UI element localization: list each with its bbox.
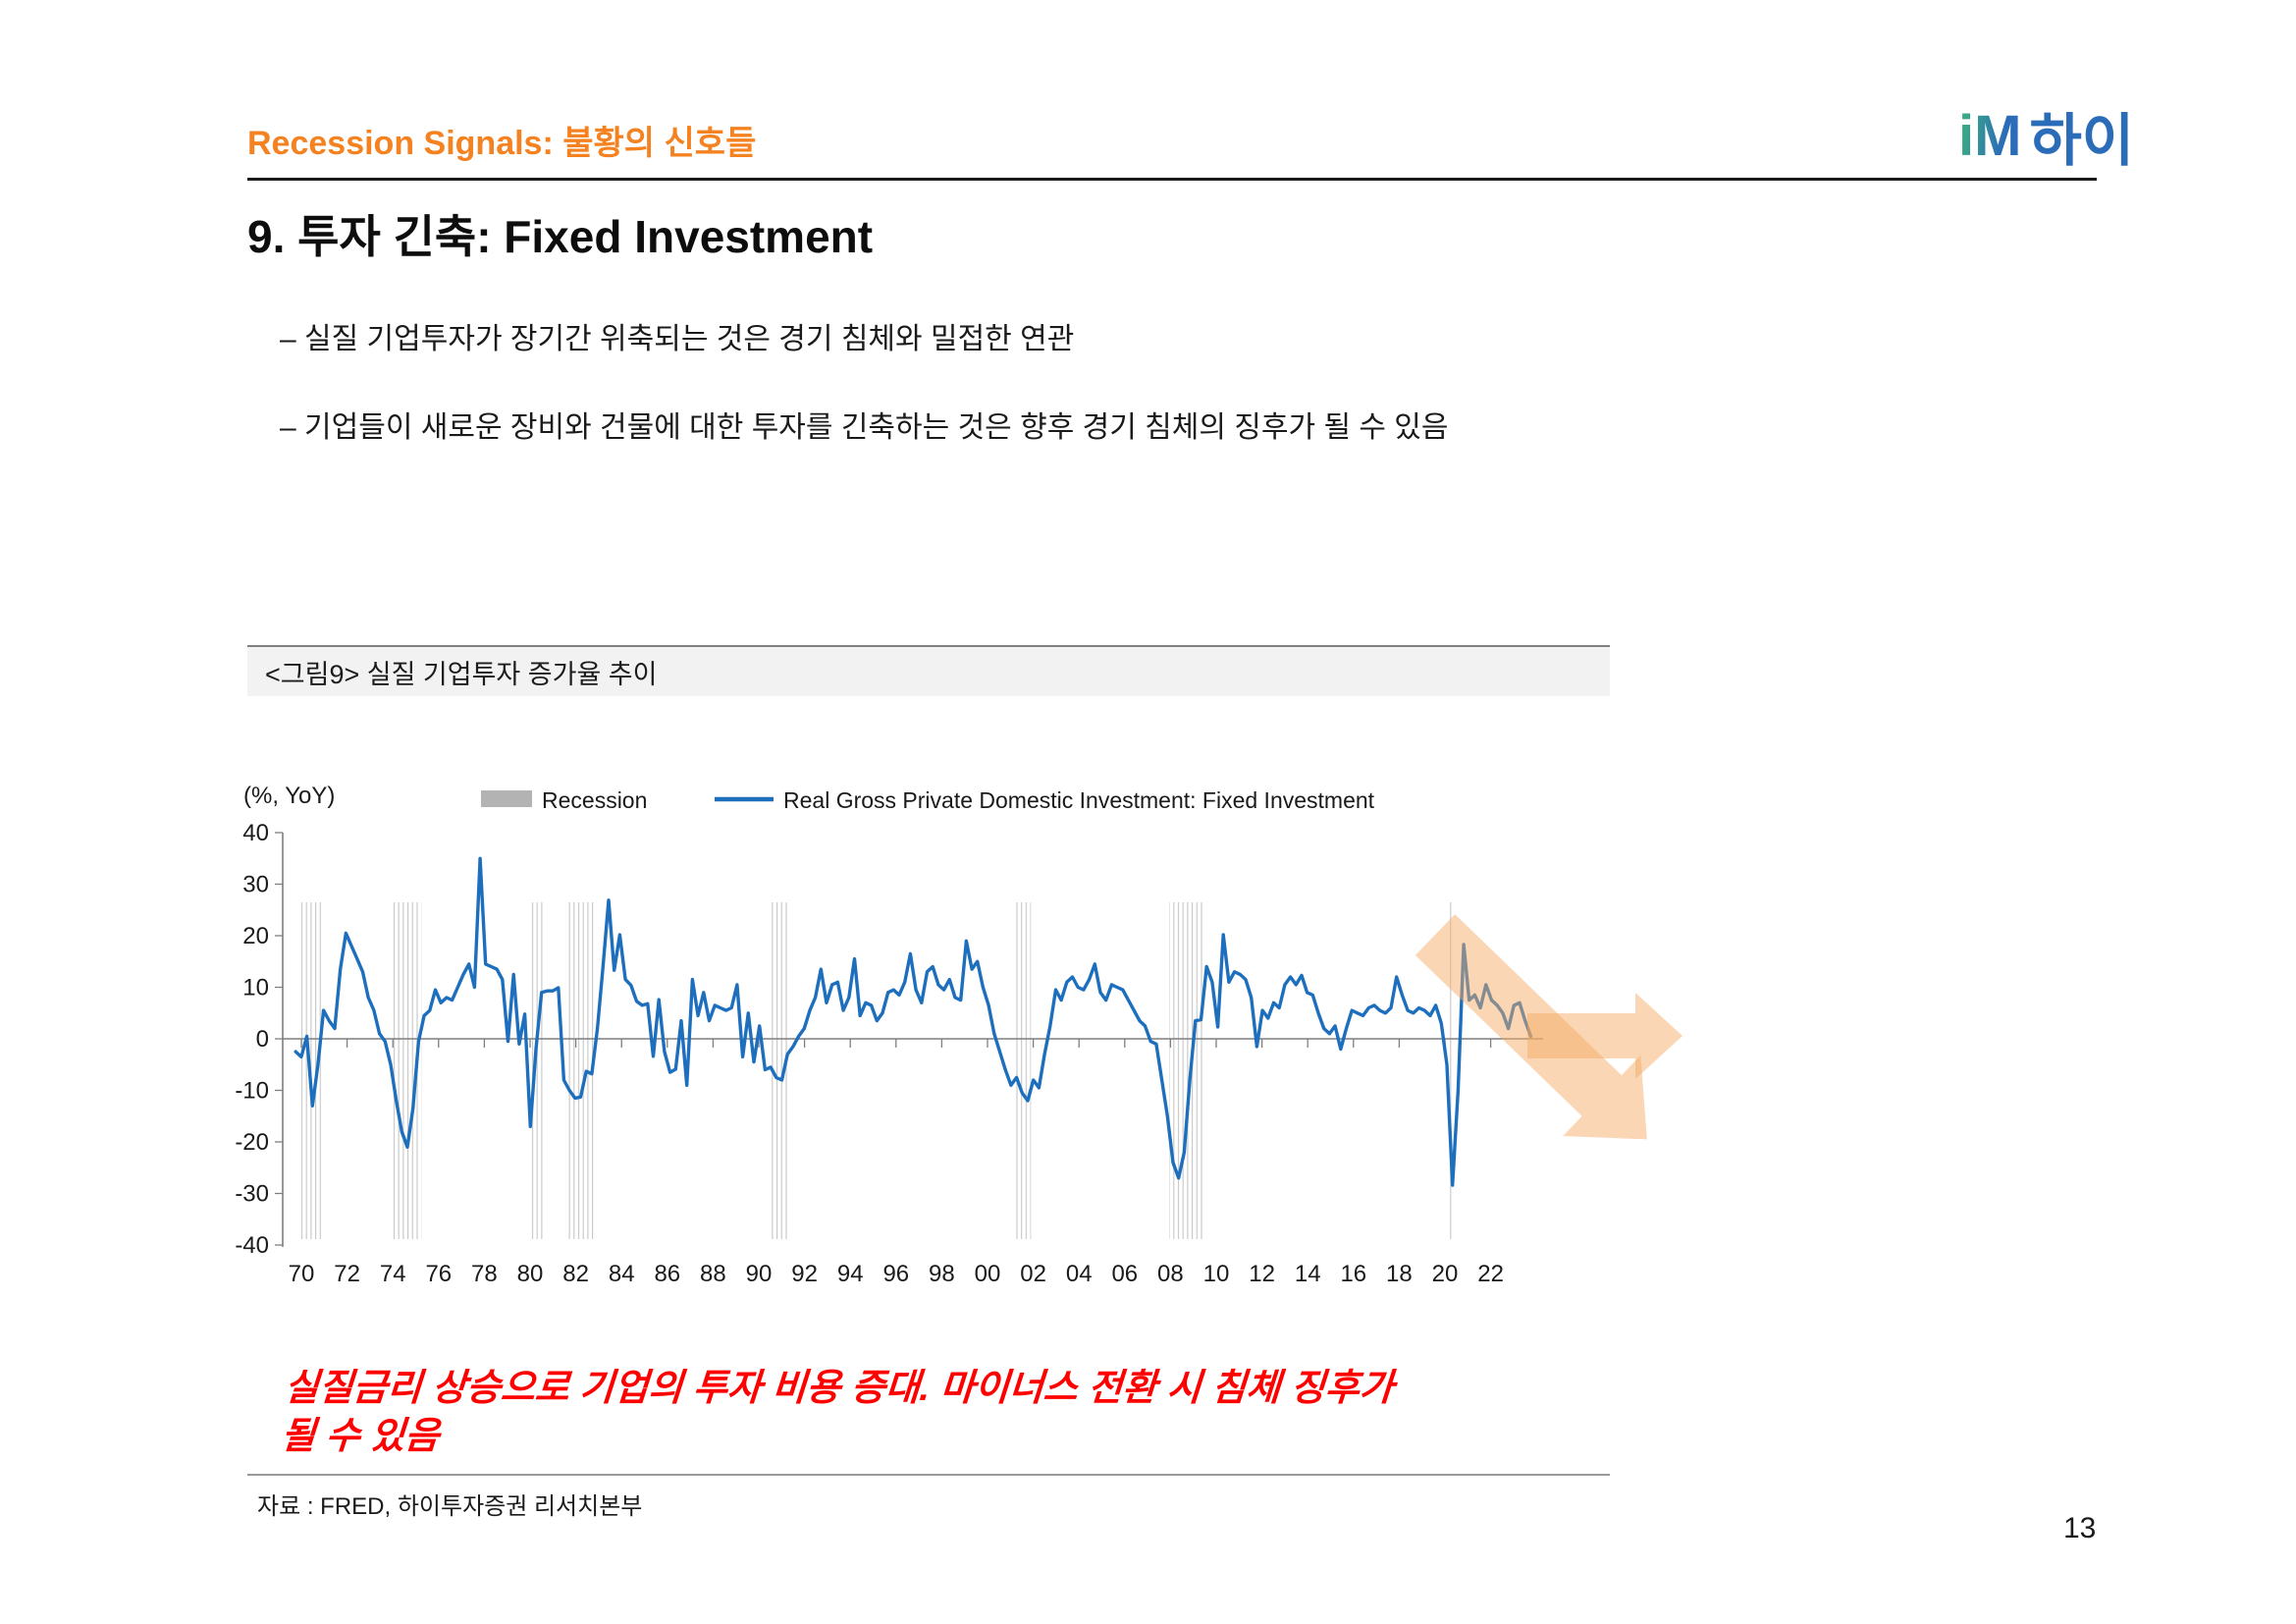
- y-tick-label: -30: [235, 1181, 269, 1208]
- right-arrow: [1527, 993, 1682, 1079]
- chart-legend: Recession Real Gross Private Domestic In…: [481, 787, 1375, 813]
- company-logo: iM 하이: [1958, 94, 2134, 177]
- recession-band: [299, 902, 324, 1239]
- recession-band: [1169, 902, 1205, 1239]
- logo-im-mark: iM: [1958, 103, 2022, 168]
- x-tick-label: 92: [791, 1261, 818, 1287]
- recession-band: [1014, 902, 1032, 1239]
- y-tick-label: 20: [242, 923, 269, 949]
- y-tick-label: -40: [235, 1232, 269, 1259]
- bullet-point-2: – 기업들이 새로운 장비와 건물에 대한 투자를 긴축하는 것은 향후 경기 …: [280, 411, 1449, 444]
- down-right-arrow: [1415, 914, 1647, 1140]
- recession-band: [530, 902, 544, 1239]
- x-tick-label: 00: [975, 1261, 1001, 1287]
- y-tick-label: -10: [235, 1078, 269, 1105]
- recession-legend-label: Recession: [542, 787, 647, 813]
- x-tick-label: 74: [380, 1261, 406, 1287]
- analyst-note-line1: 실질금리 상승으로 기업의 투자 비용 증대. 마이너스 전환 시 침체 징후가: [283, 1368, 1396, 1409]
- x-tick-label: 84: [609, 1261, 635, 1287]
- section-title: Recession Signals: 불황의 신호들: [247, 125, 757, 162]
- figure-caption-bar: <그림9> 실질 기업투자 증가율 추이: [247, 645, 1610, 696]
- x-tick-label: 20: [1432, 1261, 1459, 1287]
- page-title: 9. 투자 긴축: Fixed Investment: [247, 211, 874, 262]
- analyst-note-line2: 될 수 있음: [279, 1415, 441, 1457]
- bullet-point-1: – 실질 기업투자가 장기간 위축되는 것은 경기 침체와 밀접한 연관: [280, 323, 1075, 355]
- x-tick-label: 88: [700, 1261, 726, 1287]
- y-tick-label: 0: [256, 1026, 269, 1053]
- x-tick-label: 18: [1386, 1261, 1413, 1287]
- series-legend-label: Real Gross Private Domestic Investment: …: [783, 787, 1375, 813]
- x-tick-label: 80: [517, 1261, 544, 1287]
- plot-area: 40 30 20 10 0 -10 -20 -30 -40 70 72 74 76 78 80 82 84 86 8…: [235, 820, 1682, 1287]
- x-tick-label: 76: [425, 1261, 452, 1287]
- x-tick-label: 82: [562, 1261, 589, 1287]
- x-tick-label: 70: [289, 1261, 315, 1287]
- header-rule: [247, 178, 2097, 181]
- x-tick-label: 10: [1203, 1261, 1230, 1287]
- x-tick-label: 04: [1066, 1261, 1093, 1287]
- x-tick-label: 06: [1111, 1261, 1138, 1287]
- x-tick-label: 14: [1295, 1261, 1321, 1287]
- source-text: 자료 : FRED, 하이투자증권 리서치본부: [257, 1493, 643, 1520]
- x-tick-label: 90: [746, 1261, 773, 1287]
- fixed-investment-line: [294, 856, 1533, 1187]
- x-tick-label: 98: [929, 1261, 955, 1287]
- x-tick-label: 08: [1157, 1261, 1184, 1287]
- analyst-note: 실질금리 상승으로 기업의 투자 비용 증대. 마이너스 전환 시 침체 징후가…: [280, 1365, 1396, 1460]
- y-tick-label: -20: [235, 1129, 269, 1156]
- y-tick-label: 30: [242, 872, 269, 898]
- investment-growth-chart: (%, YoY) Recession Real Gross Private Do…: [235, 783, 1682, 1287]
- x-tick-label: 72: [334, 1261, 360, 1287]
- x-tick-label: 94: [837, 1261, 864, 1287]
- recession-legend-swatch: [481, 790, 532, 807]
- recession-band: [771, 902, 788, 1239]
- x-tick-label: 96: [882, 1261, 909, 1287]
- page-number: 13: [2063, 1512, 2097, 1544]
- recession-band: [1447, 902, 1454, 1239]
- y-axis-unit-label: (%, YoY): [243, 783, 335, 809]
- source-rule: [247, 1474, 1610, 1476]
- x-tick-label: 86: [654, 1261, 680, 1287]
- x-tick-label: 02: [1020, 1261, 1046, 1287]
- logo-hi-text: 하이: [2029, 109, 2135, 173]
- y-tick-label: 40: [242, 820, 269, 846]
- x-tick-label: 16: [1340, 1261, 1366, 1287]
- x-tick-label: 78: [471, 1261, 498, 1287]
- x-tick-label: 22: [1477, 1261, 1504, 1287]
- y-tick-label: 10: [242, 975, 269, 1001]
- figure-caption: <그림9> 실질 기업투자 증가율 추이: [265, 659, 658, 689]
- x-tick-label: 12: [1249, 1261, 1275, 1287]
